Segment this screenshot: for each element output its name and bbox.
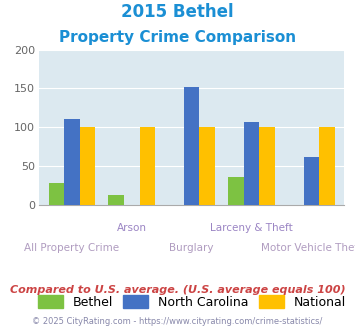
Text: Larceny & Theft: Larceny & Theft bbox=[210, 223, 293, 233]
Bar bbox=[49, 183, 64, 205]
Legend: Bethel, North Carolina, National: Bethel, North Carolina, National bbox=[34, 291, 350, 313]
Bar bbox=[200, 127, 215, 205]
Text: Motor Vehicle Theft: Motor Vehicle Theft bbox=[261, 243, 355, 252]
Text: Burglary: Burglary bbox=[169, 243, 214, 252]
Bar bbox=[244, 122, 260, 205]
Text: All Property Crime: All Property Crime bbox=[24, 243, 120, 252]
Bar bbox=[64, 119, 80, 205]
Text: Compared to U.S. average. (U.S. average equals 100): Compared to U.S. average. (U.S. average … bbox=[10, 285, 345, 295]
Bar bbox=[319, 127, 335, 205]
Text: 2015 Bethel: 2015 Bethel bbox=[121, 3, 234, 21]
Bar bbox=[184, 87, 200, 205]
Text: Property Crime Comparison: Property Crime Comparison bbox=[59, 30, 296, 45]
Text: Arson: Arson bbox=[117, 223, 147, 233]
Bar bbox=[304, 156, 319, 205]
Text: © 2025 CityRating.com - https://www.cityrating.com/crime-statistics/: © 2025 CityRating.com - https://www.city… bbox=[32, 317, 323, 326]
Bar bbox=[109, 194, 124, 205]
Bar bbox=[228, 177, 244, 205]
Bar bbox=[140, 127, 155, 205]
Bar bbox=[260, 127, 275, 205]
Bar bbox=[80, 127, 95, 205]
